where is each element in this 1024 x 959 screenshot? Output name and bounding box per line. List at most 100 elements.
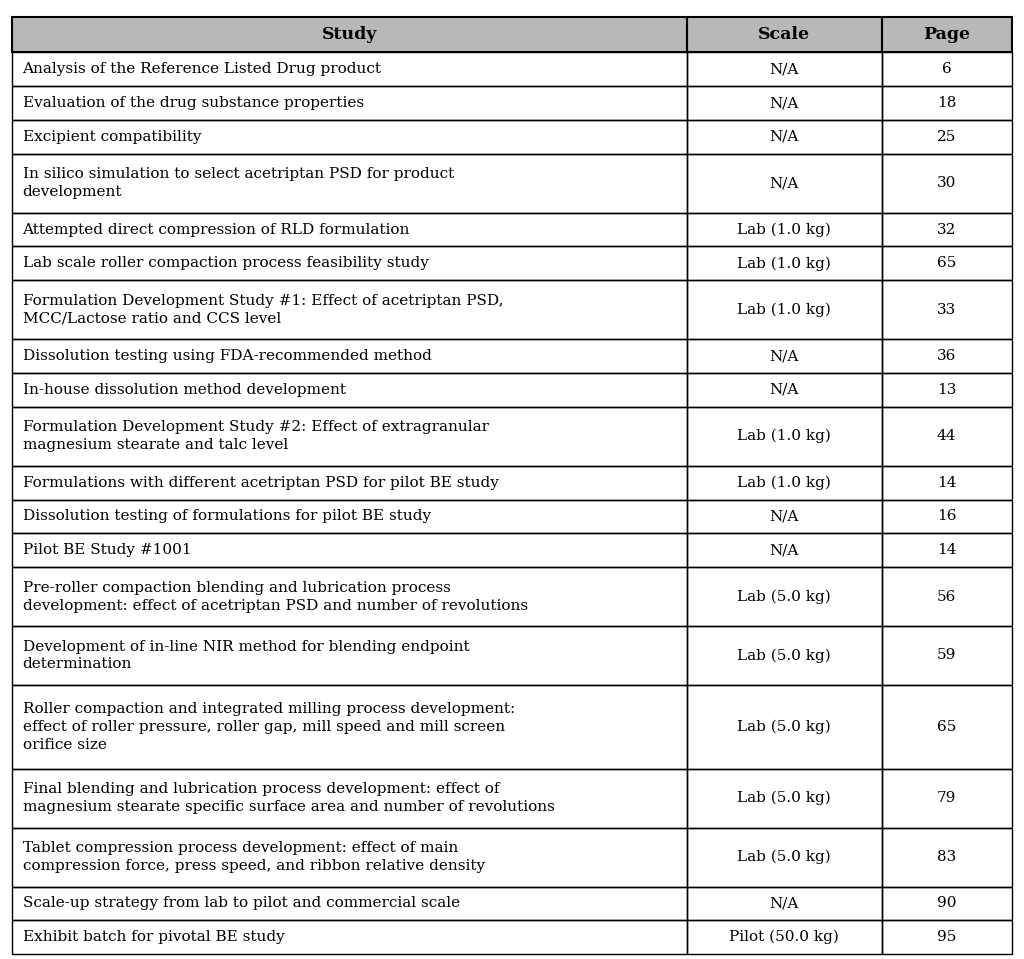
Bar [12,120,687,153]
Bar [687,246,882,280]
Text: 83: 83 [937,850,956,864]
Text: N/A: N/A [770,897,799,910]
Text: 36: 36 [937,349,956,363]
Bar [882,407,1012,466]
Bar [687,533,882,567]
Text: N/A: N/A [770,509,799,524]
Bar [12,407,687,466]
Bar [687,280,882,339]
Bar [12,120,687,153]
Bar [12,86,687,120]
Bar [882,567,1012,626]
Bar [12,685,687,769]
Bar [882,246,1012,280]
Bar [882,339,1012,373]
Bar [12,53,687,86]
Bar [882,120,1012,153]
Bar [687,921,882,954]
Bar [687,213,882,246]
Bar [12,886,687,921]
Text: Evaluation of the drug substance properties: Evaluation of the drug substance propert… [23,96,364,110]
Text: Page: Page [924,26,971,43]
Bar [12,567,687,626]
Text: Scale: Scale [759,26,810,43]
Bar [12,153,687,213]
Bar [687,685,882,769]
Bar [12,373,687,407]
Bar [882,407,1012,466]
Bar [687,769,882,828]
Bar [12,53,687,86]
Bar [12,567,687,626]
Text: 14: 14 [937,476,956,490]
Bar [882,17,1012,53]
Bar [12,246,687,280]
Text: Lab (5.0 kg): Lab (5.0 kg) [737,850,831,864]
Bar [882,86,1012,120]
Text: Lab (1.0 kg): Lab (1.0 kg) [737,476,831,490]
Bar [12,339,687,373]
Bar [687,213,882,246]
Bar [12,373,687,407]
Bar [687,886,882,921]
Bar [12,466,687,500]
Bar [12,153,687,213]
Bar [12,339,687,373]
Bar [687,533,882,567]
Bar [882,533,1012,567]
Text: 33: 33 [937,303,956,316]
Bar [687,339,882,373]
Bar [882,120,1012,153]
Bar [687,626,882,685]
Bar [882,769,1012,828]
Text: Lab (1.0 kg): Lab (1.0 kg) [737,256,831,270]
Bar [687,769,882,828]
Text: 59: 59 [937,648,956,663]
Bar [882,86,1012,120]
Text: 79: 79 [937,791,956,806]
Bar [882,466,1012,500]
Bar [687,86,882,120]
Bar [12,466,687,500]
Text: 90: 90 [937,897,956,910]
Text: Scale-up strategy from lab to pilot and commercial scale: Scale-up strategy from lab to pilot and … [23,897,460,910]
Text: Lab (1.0 kg): Lab (1.0 kg) [737,429,831,443]
Text: Excipient compatibility: Excipient compatibility [23,129,201,144]
Text: Lab (5.0 kg): Lab (5.0 kg) [737,648,831,663]
Bar [687,685,882,769]
Text: N/A: N/A [770,129,799,144]
Bar [687,407,882,466]
Text: N/A: N/A [770,349,799,363]
Bar [12,626,687,685]
Text: 95: 95 [937,930,956,945]
Text: Formulation Development Study #2: Effect of extragranular
magnesium stearate and: Formulation Development Study #2: Effect… [23,420,488,453]
Bar [882,153,1012,213]
Text: Study: Study [322,26,377,43]
Text: 14: 14 [937,543,956,557]
Bar [12,685,687,769]
Bar [882,533,1012,567]
Bar [687,886,882,921]
Text: 18: 18 [937,96,956,110]
Bar [12,533,687,567]
Bar [12,280,687,339]
Bar [882,213,1012,246]
Bar [882,466,1012,500]
Text: Formulation Development Study #1: Effect of acetriptan PSD,
MCC/Lactose ratio an: Formulation Development Study #1: Effect… [23,293,503,326]
Bar [882,921,1012,954]
Bar [882,685,1012,769]
Bar [882,339,1012,373]
Bar [687,120,882,153]
Bar [12,533,687,567]
Bar [12,213,687,246]
Bar [12,86,687,120]
Bar [882,280,1012,339]
Bar [687,280,882,339]
Bar [882,626,1012,685]
Bar [687,500,882,533]
Bar [882,500,1012,533]
Bar [12,407,687,466]
Bar [687,407,882,466]
Text: N/A: N/A [770,96,799,110]
Text: Pilot (50.0 kg): Pilot (50.0 kg) [729,930,840,945]
